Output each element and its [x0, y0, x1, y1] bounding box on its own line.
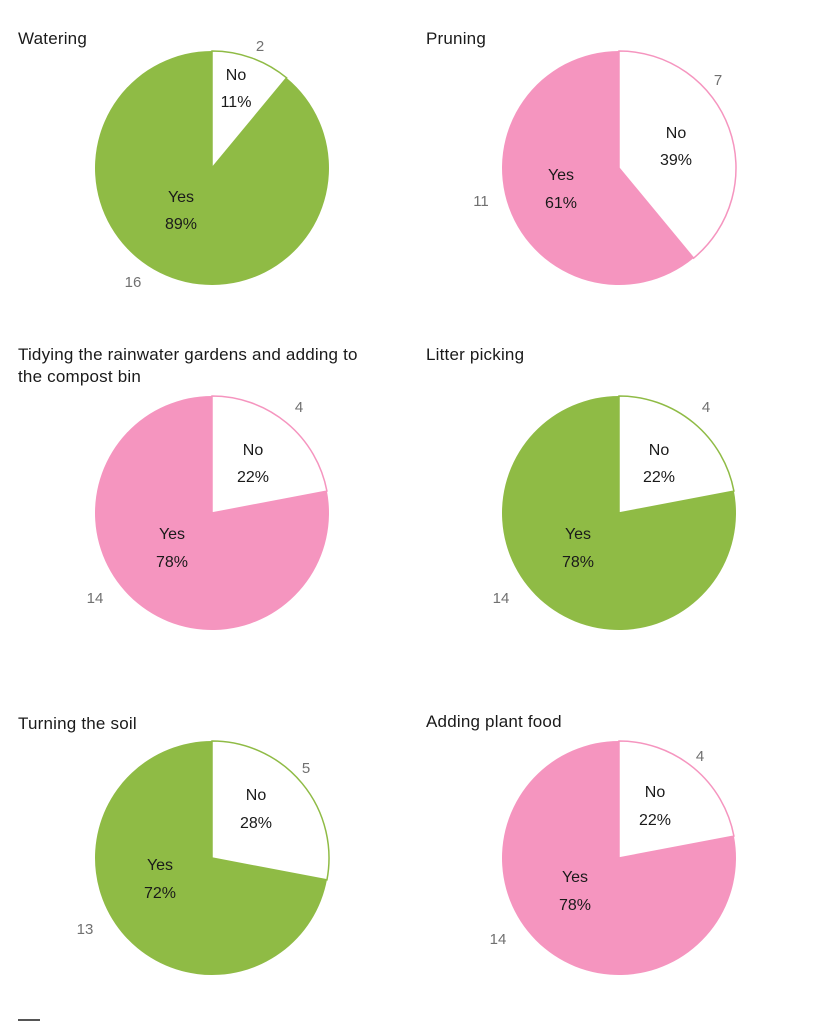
pie-slice-no	[618, 740, 735, 859]
slice-percent-no: 11%	[221, 94, 252, 111]
pie-slice-no	[211, 50, 288, 171]
slice-label-no: No	[649, 442, 670, 459]
count-label-yes: 16	[125, 274, 142, 291]
chart-title: Adding plant food	[426, 712, 562, 731]
slice-label-no: No	[226, 67, 247, 84]
chart-title: Pruning	[426, 29, 486, 48]
count-label-no: 4	[696, 748, 704, 765]
slice-label-yes: Yes	[147, 857, 173, 874]
slice-percent-no: 22%	[643, 469, 675, 486]
count-label-no: 5	[302, 760, 310, 777]
slice-label-yes: Yes	[548, 167, 574, 184]
pie-slice-yes	[502, 51, 694, 286]
count-label-yes: 13	[77, 921, 94, 938]
count-label-yes: 14	[87, 590, 104, 607]
count-label-yes: 14	[490, 931, 507, 948]
chart-title: Watering	[18, 29, 87, 48]
chart-title: Litter picking	[426, 345, 525, 364]
pie-slice-yes	[95, 50, 330, 285]
pie-slice-yes	[502, 396, 736, 631]
slice-percent-yes: 72%	[144, 885, 176, 902]
slice-percent-yes: 61%	[545, 195, 577, 212]
pie-slice-no	[618, 395, 735, 514]
count-label-no: 4	[702, 399, 710, 416]
pie-slice-no	[618, 50, 737, 260]
slice-percent-yes: 78%	[562, 554, 594, 571]
slice-percent-no: 22%	[639, 812, 671, 829]
pie-slice-no	[211, 740, 330, 881]
count-label-no: 2	[256, 38, 264, 55]
pie-slice-yes	[95, 396, 329, 631]
count-label-yes: 14	[493, 590, 510, 607]
slice-percent-yes: 78%	[156, 554, 188, 571]
slice-percent-no: 22%	[237, 469, 269, 486]
pie-slice-yes	[95, 741, 327, 975]
chart-title: Tidying the rainwater gardens and adding…	[18, 345, 358, 386]
slice-label-no: No	[246, 787, 267, 804]
slice-percent-yes: 89%	[165, 216, 197, 233]
slice-label-yes: Yes	[168, 189, 194, 206]
pie-slice-yes	[502, 741, 736, 975]
count-label-no: 7	[714, 72, 722, 89]
slice-percent-yes: 78%	[559, 897, 591, 914]
slice-label-no: No	[243, 442, 264, 459]
slice-label-no: No	[645, 784, 666, 801]
slice-percent-no: 28%	[240, 815, 272, 832]
count-label-no: 4	[295, 399, 303, 416]
chart-title: Turning the soil	[18, 714, 137, 733]
page-number-mark	[18, 1019, 40, 1021]
slice-label-yes: Yes	[565, 526, 591, 543]
pie-slice-no	[211, 395, 328, 514]
slice-label-yes: Yes	[159, 526, 185, 543]
count-label-yes: 11	[473, 193, 489, 210]
slice-percent-no: 39%	[660, 152, 692, 169]
slice-label-no: No	[666, 125, 687, 142]
slice-label-yes: Yes	[562, 869, 588, 886]
